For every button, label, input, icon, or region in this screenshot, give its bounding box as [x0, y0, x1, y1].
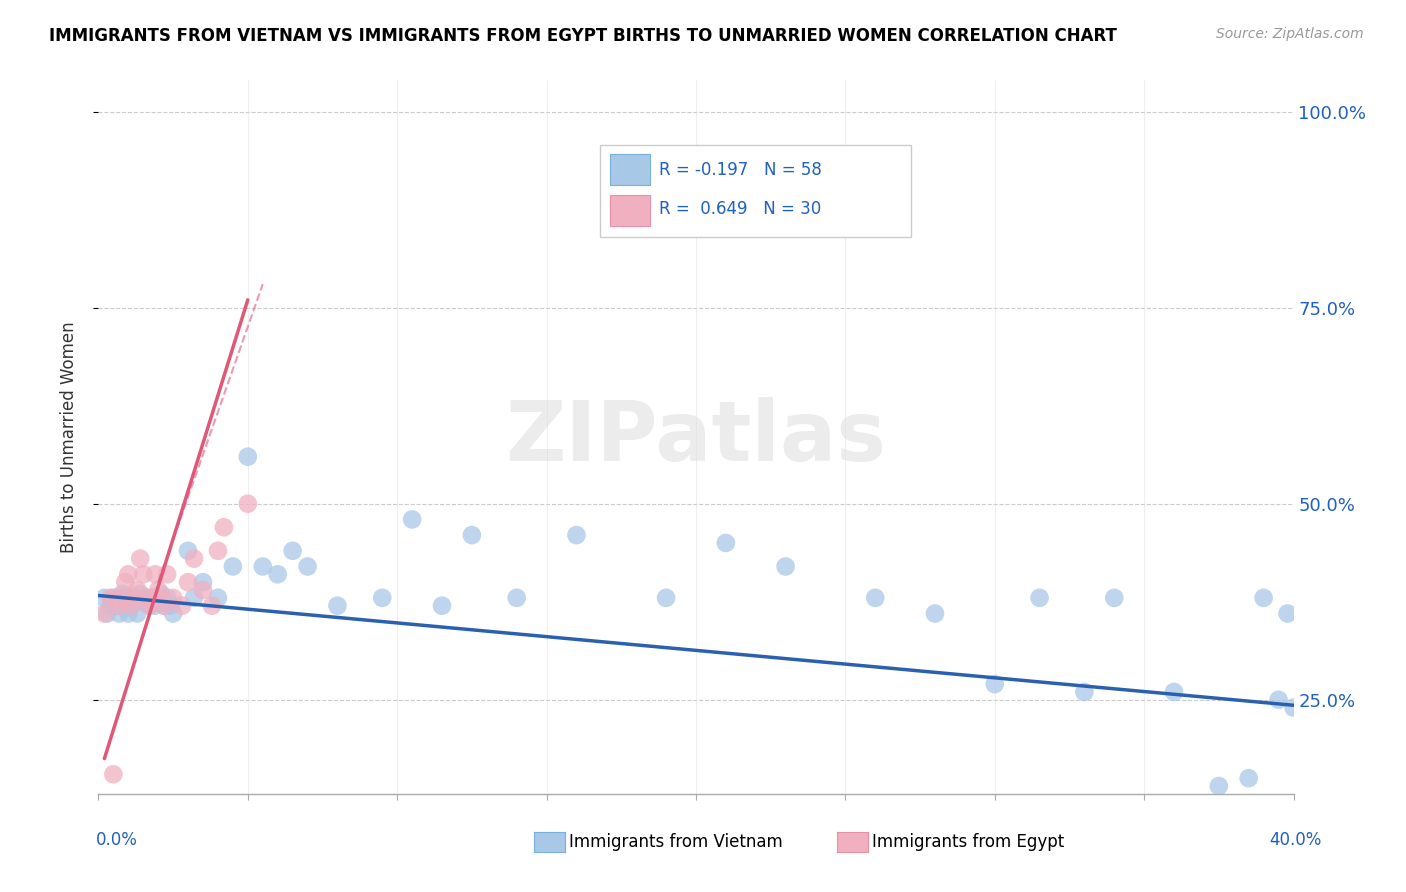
Point — [236, 450, 259, 464]
Point — [93, 591, 115, 605]
Point — [183, 551, 205, 566]
Point — [461, 528, 484, 542]
Point — [212, 520, 235, 534]
Point — [117, 607, 139, 621]
Y-axis label: Births to Unmarried Women: Births to Unmarried Women — [59, 321, 77, 553]
Point — [105, 599, 128, 613]
Point — [127, 582, 149, 597]
Point — [153, 599, 176, 613]
Point — [1277, 607, 1299, 621]
Point — [506, 591, 529, 605]
Point — [201, 599, 224, 613]
Point — [132, 595, 155, 609]
Point — [236, 497, 259, 511]
Point — [156, 591, 179, 605]
Point — [143, 599, 166, 613]
Point — [924, 607, 946, 621]
Point — [114, 575, 136, 590]
Point — [111, 587, 134, 601]
Text: 0.0%: 0.0% — [96, 831, 138, 849]
Point — [252, 559, 274, 574]
Point — [775, 559, 797, 574]
Point — [267, 567, 290, 582]
Point — [108, 599, 131, 613]
Text: Immigrants from Vietnam: Immigrants from Vietnam — [569, 833, 783, 851]
Point — [108, 607, 131, 621]
Point — [135, 591, 157, 605]
Point — [117, 567, 139, 582]
Point — [1104, 591, 1126, 605]
Point — [159, 599, 181, 613]
Point — [183, 591, 205, 605]
Point — [150, 591, 173, 605]
Point — [655, 591, 678, 605]
Point — [103, 591, 125, 605]
Text: ZIPatlas: ZIPatlas — [506, 397, 886, 477]
Point — [1073, 685, 1095, 699]
Point — [120, 599, 142, 613]
Point — [148, 591, 170, 605]
Point — [156, 567, 179, 582]
Point — [138, 599, 160, 613]
Point — [172, 599, 194, 613]
Point — [984, 677, 1007, 691]
Point — [1253, 591, 1275, 605]
Point — [207, 543, 229, 558]
Point — [93, 607, 115, 621]
Point — [129, 551, 152, 566]
Text: 40.0%: 40.0% — [1270, 831, 1322, 849]
Point — [148, 582, 170, 597]
Point — [114, 595, 136, 609]
Point — [127, 607, 149, 621]
Point — [120, 599, 142, 613]
Point — [98, 591, 122, 605]
Point — [135, 591, 157, 605]
Point — [124, 591, 146, 605]
Point — [281, 543, 304, 558]
Text: IMMIGRANTS FROM VIETNAM VS IMMIGRANTS FROM EGYPT BIRTHS TO UNMARRIED WOMEN CORRE: IMMIGRANTS FROM VIETNAM VS IMMIGRANTS FR… — [49, 27, 1118, 45]
Point — [129, 587, 152, 601]
Point — [162, 591, 184, 605]
Point — [177, 575, 200, 590]
Point — [191, 582, 214, 597]
Point — [1237, 771, 1260, 785]
Point — [191, 575, 214, 590]
Point — [222, 559, 245, 574]
Point — [162, 607, 184, 621]
Text: Immigrants from Egypt: Immigrants from Egypt — [872, 833, 1064, 851]
Point — [297, 559, 319, 574]
Point — [1267, 693, 1289, 707]
Point — [103, 767, 125, 781]
Point — [326, 599, 349, 613]
Point — [371, 591, 394, 605]
Point — [1028, 591, 1050, 605]
Point — [1282, 700, 1305, 714]
Point — [401, 512, 423, 526]
Point — [96, 607, 118, 621]
Point — [865, 591, 887, 605]
Point — [141, 591, 163, 605]
Point — [1163, 685, 1185, 699]
Point — [138, 599, 160, 613]
Point — [714, 536, 737, 550]
Point — [177, 543, 200, 558]
Point — [1208, 779, 1230, 793]
Point — [117, 591, 139, 605]
Point — [207, 591, 229, 605]
Point — [150, 587, 173, 601]
Point — [124, 591, 146, 605]
Point — [105, 591, 128, 605]
Point — [143, 567, 166, 582]
Point — [111, 591, 134, 605]
Point — [430, 599, 453, 613]
Point — [132, 567, 155, 582]
Text: Source: ZipAtlas.com: Source: ZipAtlas.com — [1216, 27, 1364, 41]
Point — [141, 591, 163, 605]
Point — [565, 528, 588, 542]
Point — [153, 599, 176, 613]
Point — [98, 599, 122, 613]
